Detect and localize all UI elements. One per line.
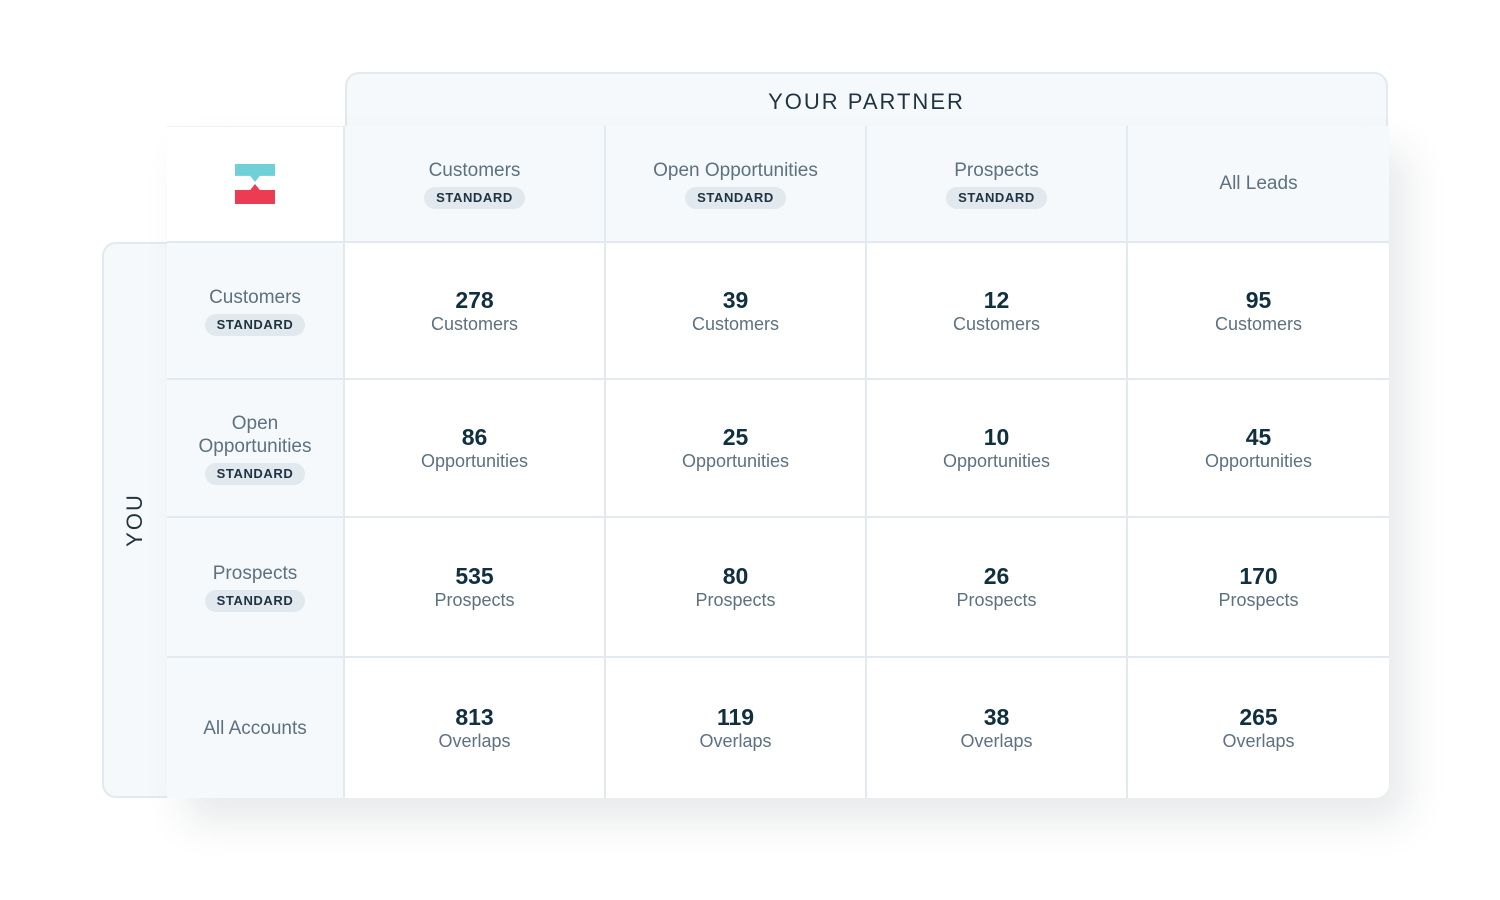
overlap-count: 45 bbox=[1245, 424, 1272, 450]
overlap-count: 95 bbox=[1245, 286, 1272, 313]
overlap-count: 265 bbox=[1239, 704, 1278, 730]
overlap-unit: Prospects bbox=[1218, 590, 1299, 610]
row-header-label: Customers bbox=[209, 286, 301, 308]
overlap-cell[interactable]: 278 Customers bbox=[345, 243, 606, 380]
overlap-count: 119 bbox=[716, 704, 755, 730]
overlap-cell[interactable]: 25 Opportunities bbox=[606, 380, 867, 518]
overlap-cell[interactable]: 45 Opportunities bbox=[1128, 380, 1389, 518]
overlap-count: 39 bbox=[722, 286, 749, 313]
overlap-count: 813 bbox=[455, 704, 494, 730]
overlap-count: 26 bbox=[983, 563, 1010, 589]
overlap-cell[interactable]: 26 Prospects bbox=[867, 518, 1128, 658]
overlap-cell[interactable]: 119 Overlaps bbox=[606, 658, 867, 798]
overlap-cell[interactable]: 170 Prospects bbox=[1128, 518, 1389, 658]
row-header-customers[interactable]: Customers STANDARD bbox=[167, 243, 345, 380]
corner-logo-cell bbox=[167, 126, 345, 243]
overlap-count: 86 bbox=[461, 424, 488, 450]
column-header-label: Customers bbox=[428, 159, 521, 181]
overlap-unit: Overlaps bbox=[699, 731, 772, 751]
you-title-wrapper: YOU bbox=[102, 242, 168, 798]
overlap-count: 278 bbox=[455, 286, 494, 313]
standard-badge: STANDARD bbox=[685, 186, 786, 209]
overlap-cell[interactable]: 10 Opportunities bbox=[867, 380, 1128, 518]
overlap-unit: Customers bbox=[691, 313, 780, 334]
overlap-cell[interactable]: 39 Customers bbox=[606, 243, 867, 380]
standard-badge: STANDARD bbox=[424, 186, 525, 209]
overlap-grid: Customers STANDARD Open Opportunities ST… bbox=[167, 126, 1389, 798]
overlap-unit: Overlaps bbox=[1222, 731, 1295, 751]
overlap-count: 80 bbox=[722, 563, 749, 589]
overlap-cell[interactable]: 535 Prospects bbox=[345, 518, 606, 658]
standard-badge: STANDARD bbox=[204, 462, 306, 485]
overlap-unit: Prospects bbox=[956, 590, 1037, 610]
you-title: YOU bbox=[122, 493, 147, 547]
overlap-count: 10 bbox=[983, 424, 1010, 450]
overlap-cell[interactable]: 813 Overlaps bbox=[345, 658, 606, 798]
column-header-label: Open Opportunities bbox=[653, 159, 818, 181]
standard-badge: STANDARD bbox=[946, 186, 1047, 209]
row-header-label: Prospects bbox=[212, 563, 298, 584]
row-header-all-accounts[interactable]: All Accounts bbox=[167, 658, 345, 798]
overlap-unit: Overlaps bbox=[960, 731, 1033, 751]
overlap-cell[interactable]: 86 Opportunities bbox=[345, 380, 606, 518]
overlap-unit: Prospects bbox=[434, 590, 515, 610]
row-header-label: Open Opportunities bbox=[198, 412, 312, 457]
column-header-all-leads[interactable]: All Leads bbox=[1128, 126, 1389, 243]
overlap-unit: Customers bbox=[1214, 313, 1303, 334]
overlap-unit: Customers bbox=[430, 313, 519, 334]
overlap-cell[interactable]: 95 Customers bbox=[1128, 243, 1389, 380]
overlap-count: 535 bbox=[455, 563, 494, 589]
overlap-unit: Opportunities bbox=[681, 451, 790, 471]
row-header-open-opportunities[interactable]: Open Opportunities STANDARD bbox=[167, 380, 345, 518]
column-header-label: All Leads bbox=[1219, 173, 1298, 194]
overlap-unit: Opportunities bbox=[420, 451, 529, 471]
overlap-cell[interactable]: 12 Customers bbox=[867, 243, 1128, 380]
overlap-count: 170 bbox=[1239, 563, 1278, 589]
overlap-unit: Opportunities bbox=[942, 451, 1051, 471]
column-header-customers[interactable]: Customers STANDARD bbox=[345, 126, 606, 243]
overlap-unit: Overlaps bbox=[438, 731, 511, 751]
standard-badge: STANDARD bbox=[204, 590, 306, 612]
overlap-cell[interactable]: 265 Overlaps bbox=[1128, 658, 1389, 798]
overlap-cell[interactable]: 80 Prospects bbox=[606, 518, 867, 658]
column-header-prospects[interactable]: Prospects STANDARD bbox=[867, 126, 1128, 243]
column-header-open-opportunities[interactable]: Open Opportunities STANDARD bbox=[606, 126, 867, 243]
column-header-label: Prospects bbox=[954, 159, 1039, 181]
overlap-cell[interactable]: 38 Overlaps bbox=[867, 658, 1128, 798]
overlap-unit: Opportunities bbox=[1204, 451, 1313, 471]
overlap-unit: Customers bbox=[952, 313, 1041, 334]
overlap-count: 25 bbox=[722, 424, 749, 450]
partner-title: YOUR PARTNER bbox=[768, 89, 965, 114]
row-header-label: All Accounts bbox=[203, 717, 307, 739]
overlap-unit: Prospects bbox=[695, 590, 776, 610]
overlap-count: 38 bbox=[983, 704, 1010, 730]
overlap-count: 12 bbox=[983, 286, 1010, 313]
standard-badge: STANDARD bbox=[204, 313, 306, 336]
crossbeam-logo-icon bbox=[235, 164, 275, 204]
row-header-prospects[interactable]: Prospects STANDARD bbox=[167, 518, 345, 658]
